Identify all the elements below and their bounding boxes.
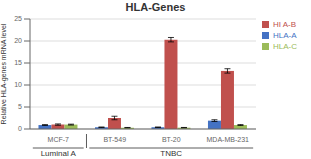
svg-text:0: 0 <box>18 125 22 132</box>
svg-text:TNBC: TNBC <box>160 149 182 158</box>
svg-text:BT-20: BT-20 <box>162 136 181 143</box>
html-text:HI A-B: HI A-B <box>273 20 297 29</box>
html-text:HLA-C: HLA-C <box>273 42 297 51</box>
svg-text:15: 15 <box>14 59 22 66</box>
svg-text:Relative HLA-genes mRNA level: Relative HLA-genes mRNA level <box>8 23 9 124</box>
svg-text:Luminal A: Luminal A <box>41 149 77 158</box>
svg-text:20: 20 <box>14 37 22 44</box>
svg-text:MCF-7: MCF-7 <box>48 136 69 143</box>
svg-text:10: 10 <box>14 81 22 88</box>
svg-text:BT-549: BT-549 <box>103 136 126 143</box>
svg-text:MDA-MB-231: MDA-MB-231 <box>207 136 250 143</box>
svg-text:5: 5 <box>18 103 22 110</box>
html-text:HLA-Genes: HLA-Genes <box>125 1 186 13</box>
html-text:HLA-A: HLA-A <box>273 31 297 40</box>
svg-text:25: 25 <box>14 15 22 22</box>
